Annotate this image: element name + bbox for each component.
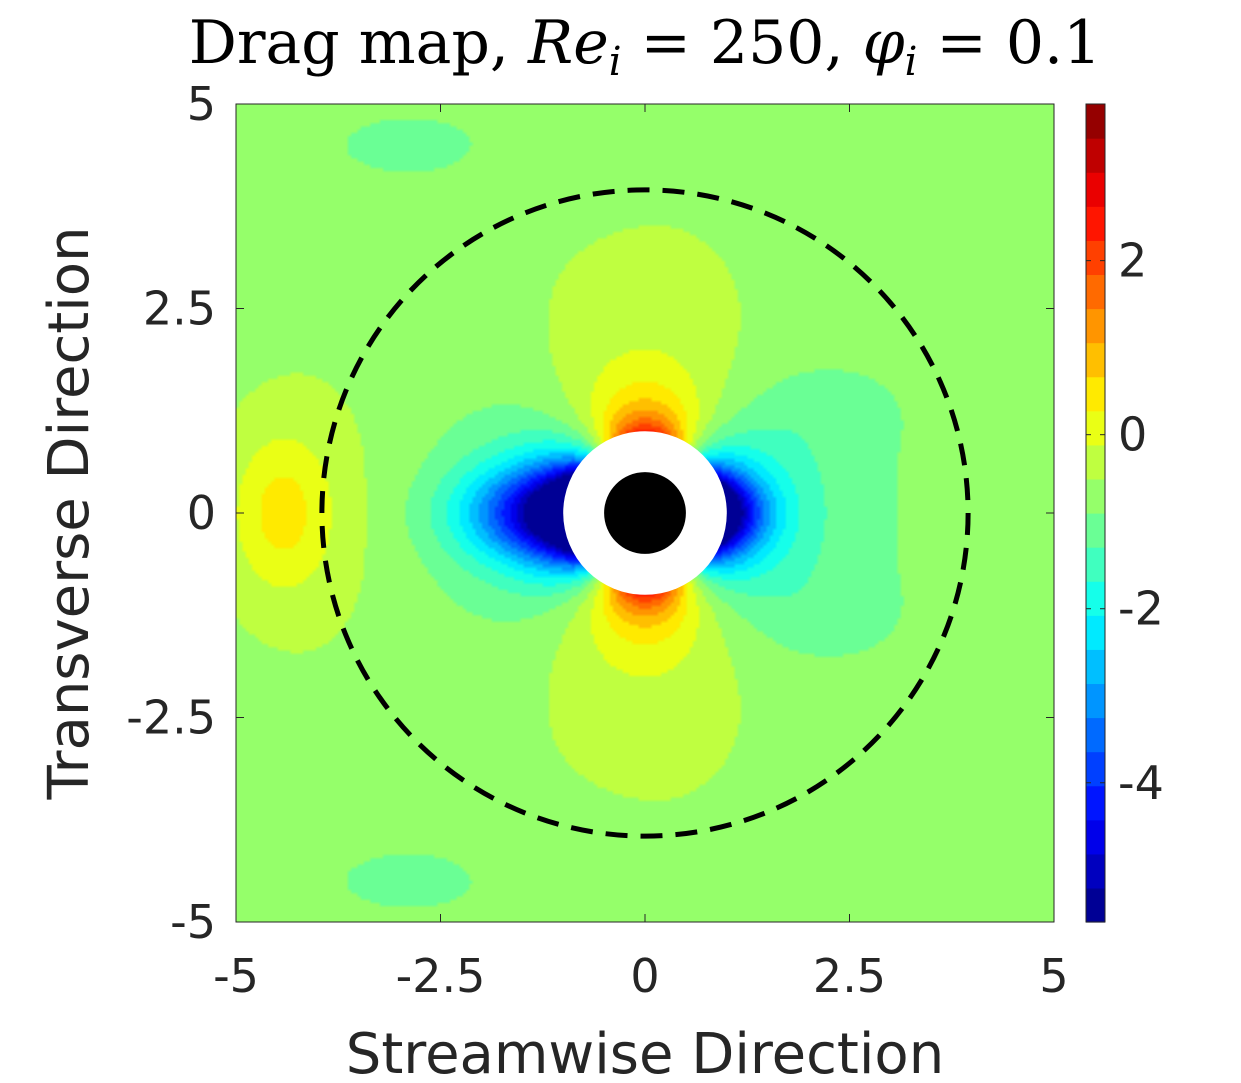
colorbar-band [1086, 547, 1105, 582]
colorbar-band [1086, 342, 1105, 378]
colorbar-band [1086, 410, 1105, 446]
colorbar-tick-label: -4 [1118, 756, 1164, 810]
colorbar-band [1086, 274, 1105, 310]
colorbar-band [1086, 581, 1105, 616]
colorbar-band [1086, 376, 1105, 412]
colorbar-tick-label: 0 [1118, 408, 1147, 462]
y-axis-label: Transverse Direction [37, 226, 102, 800]
colorbar-ticks: -4 -2 0 2 [1086, 234, 1164, 810]
colorbar-tick-label: 2 [1118, 234, 1147, 288]
colorbar-band [1086, 717, 1105, 753]
x-tick-label: -5 [213, 949, 259, 1003]
colorbar-tick-label: -2 [1118, 582, 1164, 636]
x-tick-label: 0 [630, 949, 659, 1003]
colorbar-bands [1086, 104, 1105, 923]
colorbar-band [1086, 104, 1105, 139]
influence-circle-dashed [319, 187, 971, 839]
y-tick-label: -5 [170, 895, 216, 949]
colorbar-band [1086, 513, 1105, 548]
y-tick-label: 2.5 [143, 282, 216, 336]
y-tick-label: -2.5 [126, 691, 216, 745]
colorbar-band [1086, 819, 1105, 855]
colorbar-band [1086, 683, 1105, 719]
x-tick-label: 2.5 [813, 949, 886, 1003]
x-axis-ticks: -5 -2.5 0 2.5 5 [213, 104, 1069, 1003]
y-tick-label: 5 [187, 77, 216, 131]
colorbar-band [1086, 887, 1105, 923]
colorbar-band [1086, 615, 1105, 650]
colorbar-band [1086, 649, 1105, 685]
colorbar-band [1086, 240, 1105, 276]
colorbar-band [1086, 308, 1105, 344]
colorbar-band [1086, 206, 1105, 241]
x-tick-label: -2.5 [396, 949, 486, 1003]
colorbar-band [1086, 785, 1105, 821]
y-axis-ticks: -5 -2.5 0 2.5 5 [126, 77, 1054, 949]
y-tick-label: 0 [187, 486, 216, 540]
colorbar-band [1086, 138, 1105, 173]
chart-title: Drag map, Rei = 250, φi = 0.1 [189, 8, 1102, 85]
colorbar-band [1086, 478, 1105, 514]
colorbar-band [1086, 751, 1105, 787]
particle-marker [604, 472, 686, 554]
colorbar-band [1086, 444, 1105, 480]
x-tick-label: 5 [1039, 949, 1068, 1003]
colorbar-frame [1085, 103, 1106, 923]
colorbar: -4 -2 0 2 [1085, 103, 1164, 923]
colorbar-band [1086, 172, 1105, 207]
plot-area [235, 103, 1055, 923]
x-axis-label: Streamwise Direction [346, 1022, 944, 1083]
colorbar-band [1086, 853, 1105, 889]
